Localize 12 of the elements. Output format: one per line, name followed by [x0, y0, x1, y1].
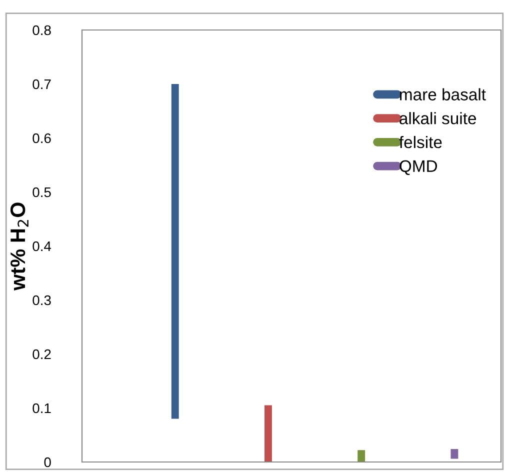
y-tick-label: 0.7	[32, 79, 51, 90]
y-tick-label: 0.2	[32, 349, 51, 360]
y-tick-label: 0.8	[32, 25, 51, 36]
legend-label: QMD	[400, 160, 438, 176]
y-tick-label: 0.6	[32, 133, 51, 144]
y-tick-label: 0	[44, 457, 51, 468]
y-axis-title: wt% H$_{2}$O	[10, 202, 28, 291]
y-tick-label: 0.1	[32, 403, 51, 414]
y-tick-label: 0.4	[32, 241, 52, 252]
legend-label: mare basalt	[400, 88, 486, 100]
y-tick-label: 0.5	[32, 187, 51, 198]
y-tick-label: 0.3	[32, 295, 51, 306]
